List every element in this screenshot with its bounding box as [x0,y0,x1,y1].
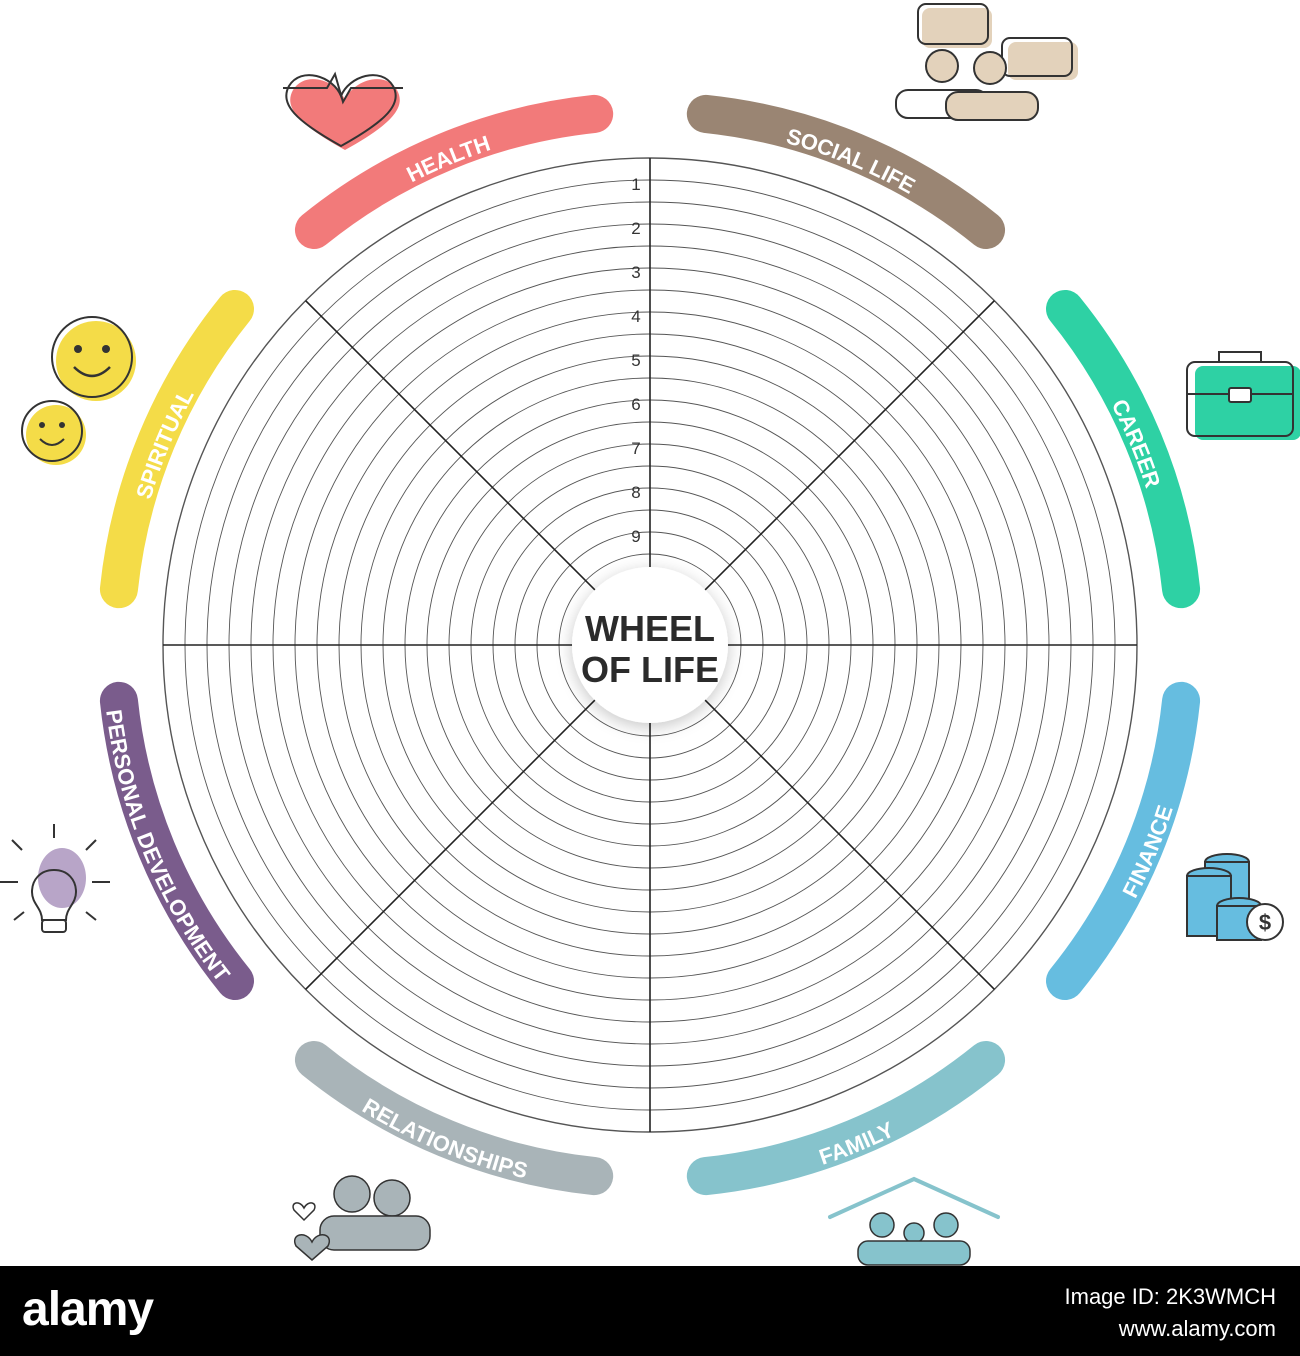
coins-dollar-icon: $ [1186,853,1284,941]
brand-logo: alamy [22,1283,154,1336]
category-arcs [99,94,1201,1196]
watermark-footer: alamy Image ID: 2K3WMCH www.alamy.com [0,1266,1300,1356]
center-title-line2: OF LIFE [581,649,719,690]
category-arc [99,289,255,609]
category-arc [294,1041,614,1196]
scale-label: 7 [631,439,640,458]
site-url: www.alamy.com [1118,1316,1276,1341]
scale-label: 3 [631,263,640,282]
category-arc [1046,681,1201,1001]
scale-label: 8 [631,483,640,502]
couple-hearts-icon [292,1175,431,1261]
lightbulb-icon [0,824,110,933]
category-arc [686,1041,1006,1196]
center-title-line1: WHEEL [585,608,715,649]
briefcase-icon [1186,351,1300,440]
category-label: RELATIONSHIPS [358,1093,530,1183]
scale-label: 2 [631,219,640,238]
family-house-icon [828,1176,1000,1266]
smiley-faces-icon [21,316,136,465]
category-arc [686,94,1006,250]
heart-pulse-icon [283,71,403,150]
people-chat-icon [895,3,1078,121]
scale-label: 1 [631,175,640,194]
scale-labels: 1 2 3 4 5 6 7 8 9 [631,175,640,546]
scale-label: 4 [631,307,640,326]
category-arc [1046,289,1201,609]
image-id: Image ID: 2K3WMCH [1064,1284,1277,1309]
center-hub: WHEEL OF LIFE [572,567,728,723]
scale-label: 9 [631,527,640,546]
scale-label: 5 [631,351,640,370]
category-arc [99,681,255,1001]
svg-text:$: $ [1259,910,1271,935]
scale-label: 6 [631,395,640,414]
category-arc [294,94,614,250]
